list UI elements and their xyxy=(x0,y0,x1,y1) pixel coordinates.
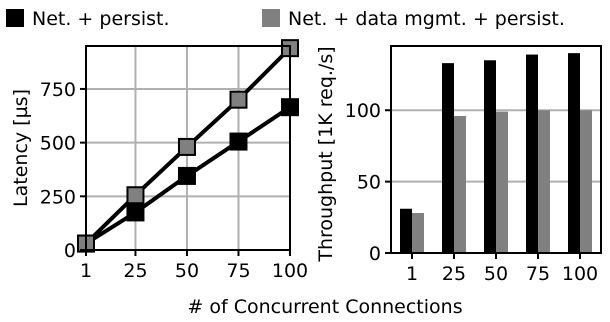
latency-point-net-persist-25 xyxy=(126,203,145,222)
latency-xtick-label-50: 50 xyxy=(175,260,199,282)
latency-ytick-label-500: 500 xyxy=(40,133,76,155)
latency-ytick-label-750: 750 xyxy=(40,79,76,101)
throughput-x-ticks: 1 25 50 75 100 xyxy=(406,253,598,285)
throughput-ytick-label-100: 100 xyxy=(345,100,381,122)
latency-plot-frame xyxy=(85,45,291,251)
throughput-ytick-label-0: 0 xyxy=(369,243,381,265)
throughput-bar-net-data-mgmt-persist-1 xyxy=(412,213,424,253)
throughput-bar-net-data-mgmt-persist-25 xyxy=(454,115,466,253)
throughput-bar-net-persist-50 xyxy=(484,60,496,253)
throughput-bar-net-data-mgmt-persist-75 xyxy=(538,110,550,253)
latency-chart: 0 250 500 750 1 25 50 75 100 Latency [µs] xyxy=(10,39,308,282)
legend: Net. + persist. Net. + data mgmt. + pers… xyxy=(6,8,565,30)
throughput-chart: 0 50 100 1 25 50 75 100 Throughput [1K req./s] xyxy=(315,45,602,285)
latency-y-ticks: 0 250 500 750 xyxy=(40,79,86,262)
latency-xtick-label-100: 100 xyxy=(272,260,308,282)
throughput-ytick-label-50: 50 xyxy=(357,172,381,194)
legend-label-net-datamgmt-persist: Net. + data mgmt. + persist. xyxy=(288,8,565,30)
legend-swatch-net-persist xyxy=(6,9,24,27)
latency-point-net-persist-50 xyxy=(177,166,196,185)
latency-xtick-label-25: 25 xyxy=(123,260,147,282)
throughput-bar-net-data-mgmt-persist-100 xyxy=(580,110,592,253)
shared-x-axis-label: # of Concurrent Connections xyxy=(187,296,462,318)
latency-point-net-data-mgmt-persist-25 xyxy=(126,186,145,205)
throughput-bar-net-data-mgmt-persist-50 xyxy=(496,111,508,253)
latency-ytick-label-0: 0 xyxy=(64,240,76,262)
throughput-bars xyxy=(400,53,592,253)
latency-ytick-label-250: 250 xyxy=(40,186,76,208)
legend-label-net-persist: Net. + persist. xyxy=(32,8,170,30)
latency-xtick-label-1: 1 xyxy=(80,260,92,282)
throughput-xtick-label-75: 75 xyxy=(526,263,550,285)
throughput-bar-net-persist-25 xyxy=(442,63,454,253)
throughput-xtick-label-50: 50 xyxy=(484,263,508,285)
throughput-y-axis-label: Throughput [1K req./s] xyxy=(315,46,337,262)
legend-swatch-net-datamgmt-persist xyxy=(262,9,280,27)
latency-x-ticks: 1 25 50 75 100 xyxy=(80,250,308,282)
throughput-bar-net-persist-1 xyxy=(400,208,412,253)
throughput-xtick-label-100: 100 xyxy=(562,263,598,285)
throughput-y-ticks: 0 50 100 xyxy=(345,100,391,265)
latency-xtick-label-75: 75 xyxy=(226,260,250,282)
latency-point-net-persist-75 xyxy=(229,132,248,151)
latency-y-axis-label: Latency [µs] xyxy=(10,89,32,207)
latency-point-net-data-mgmt-persist-75 xyxy=(229,90,248,109)
throughput-xtick-label-25: 25 xyxy=(442,263,466,285)
throughput-bar-net-persist-75 xyxy=(526,54,538,253)
throughput-xtick-label-1: 1 xyxy=(406,263,418,285)
latency-point-net-data-mgmt-persist-50 xyxy=(177,137,196,156)
throughput-bar-net-persist-100 xyxy=(568,53,580,253)
